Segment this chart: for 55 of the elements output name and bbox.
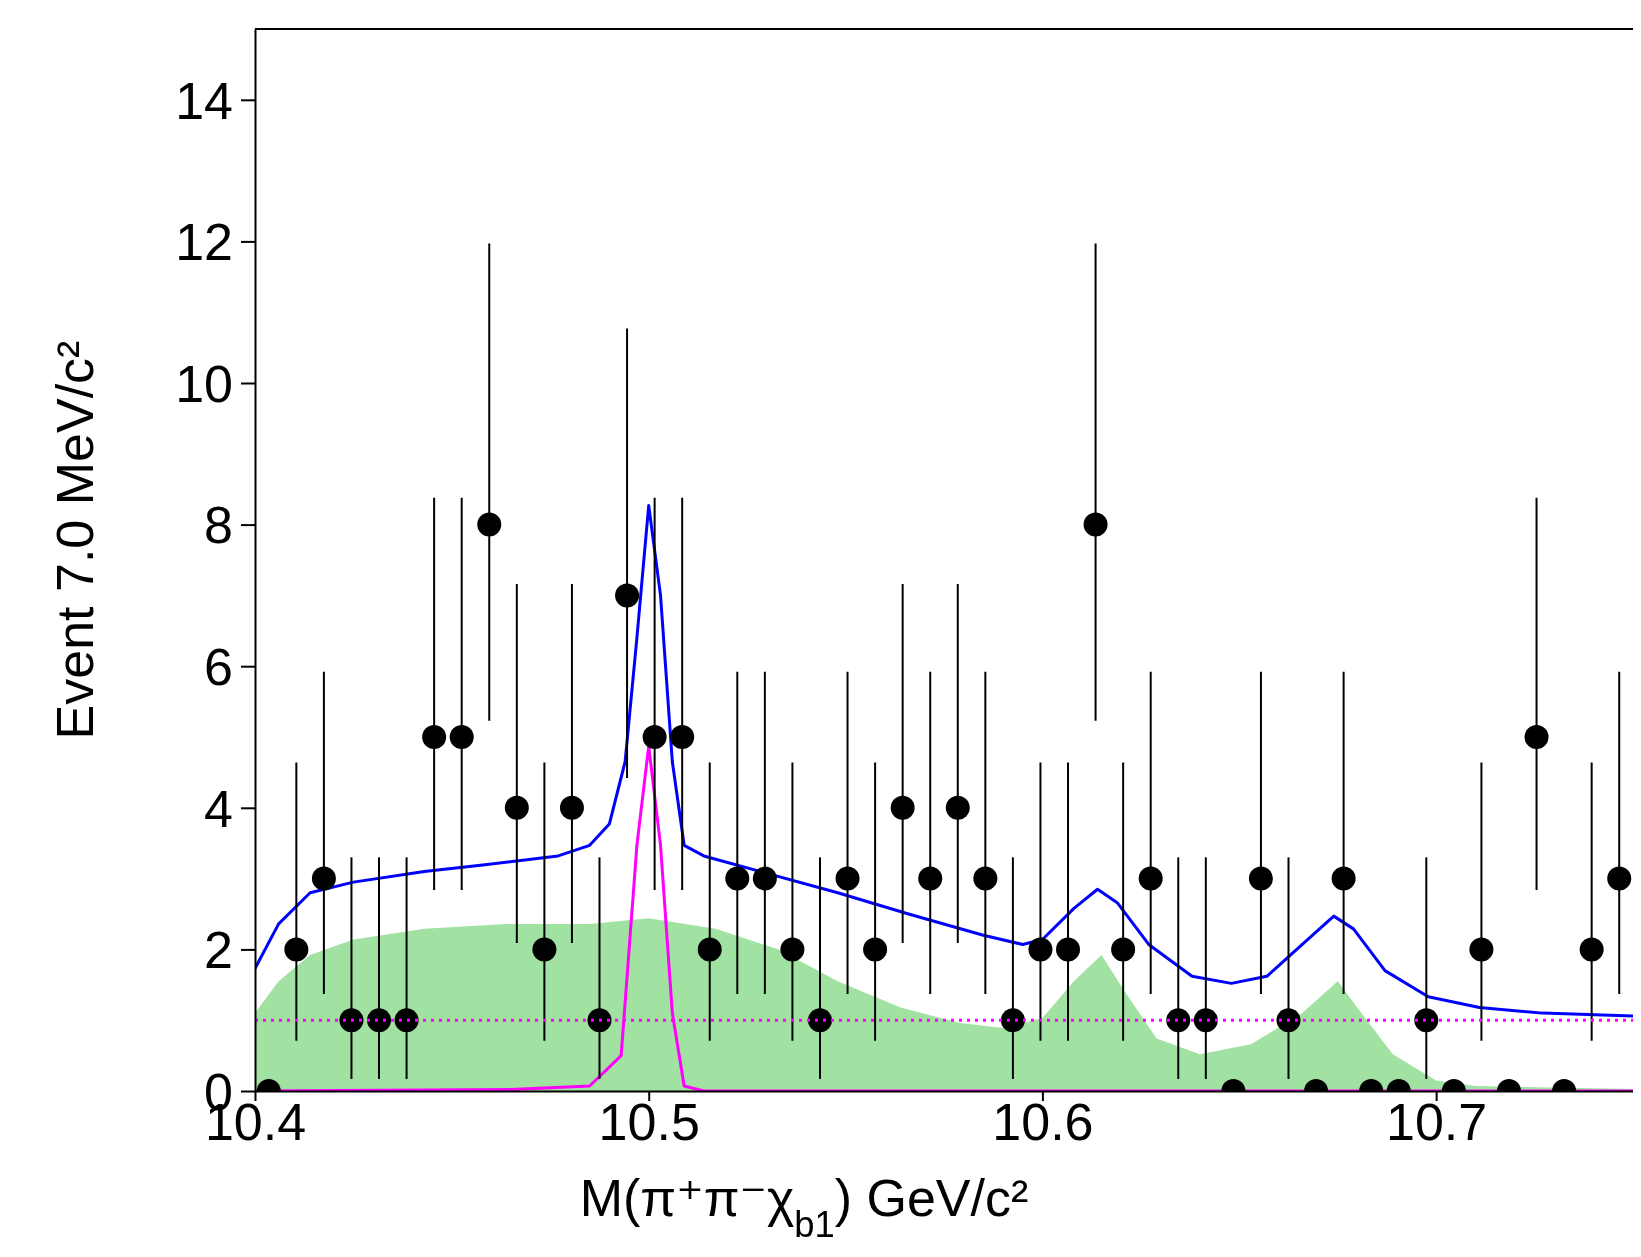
point (642, 725, 667, 749)
point (1166, 1008, 1191, 1033)
point (725, 866, 750, 891)
point (1138, 866, 1163, 891)
point (1524, 725, 1549, 749)
point (945, 795, 970, 820)
point (1331, 866, 1356, 891)
point (532, 937, 557, 962)
point (394, 1008, 419, 1033)
point (670, 725, 695, 749)
point (890, 795, 915, 820)
y-axis-title: Event 7.0 MeV/c² (46, 340, 104, 740)
x-tick-label: 10.5 (598, 1092, 700, 1151)
point (1028, 937, 1053, 962)
point (1056, 937, 1081, 962)
point (1469, 937, 1494, 962)
point (559, 795, 584, 820)
point (1248, 866, 1273, 891)
y-tick-label: 4 (204, 779, 233, 838)
x-tick-label: 10.7 (1386, 1092, 1488, 1151)
point (615, 583, 640, 608)
point (284, 937, 309, 962)
y-tick-label: 8 (204, 496, 233, 555)
y-tick-label: 14 (175, 71, 233, 130)
point (835, 866, 860, 891)
x-tick-label: 10.6 (992, 1092, 1094, 1151)
point (587, 1008, 612, 1033)
y-tick-label: 6 (204, 637, 233, 696)
point (504, 795, 529, 820)
point (1579, 937, 1604, 962)
point (1276, 1008, 1301, 1033)
point (1193, 1008, 1218, 1033)
point (780, 937, 805, 962)
point (863, 937, 888, 962)
y-tick-label: 12 (175, 213, 233, 272)
point (918, 866, 943, 891)
point (422, 725, 447, 749)
y-tick-label: 10 (175, 354, 233, 413)
point (477, 512, 502, 537)
point (449, 725, 474, 749)
point (752, 866, 777, 891)
x-axis-title: M(π⁺π⁻χ$_{b1}$) GeV/c² (579, 1169, 1029, 1245)
point (311, 866, 336, 891)
point (1083, 512, 1108, 537)
point (1000, 1008, 1025, 1033)
point (807, 1008, 832, 1033)
point (1414, 1008, 1439, 1033)
point (1607, 866, 1632, 891)
point (697, 937, 722, 962)
point (973, 866, 998, 891)
point (1111, 937, 1136, 962)
y-tick-label: 2 (204, 921, 233, 980)
point (367, 1008, 392, 1033)
line-series (255, 503, 1633, 1018)
point (339, 1008, 364, 1033)
